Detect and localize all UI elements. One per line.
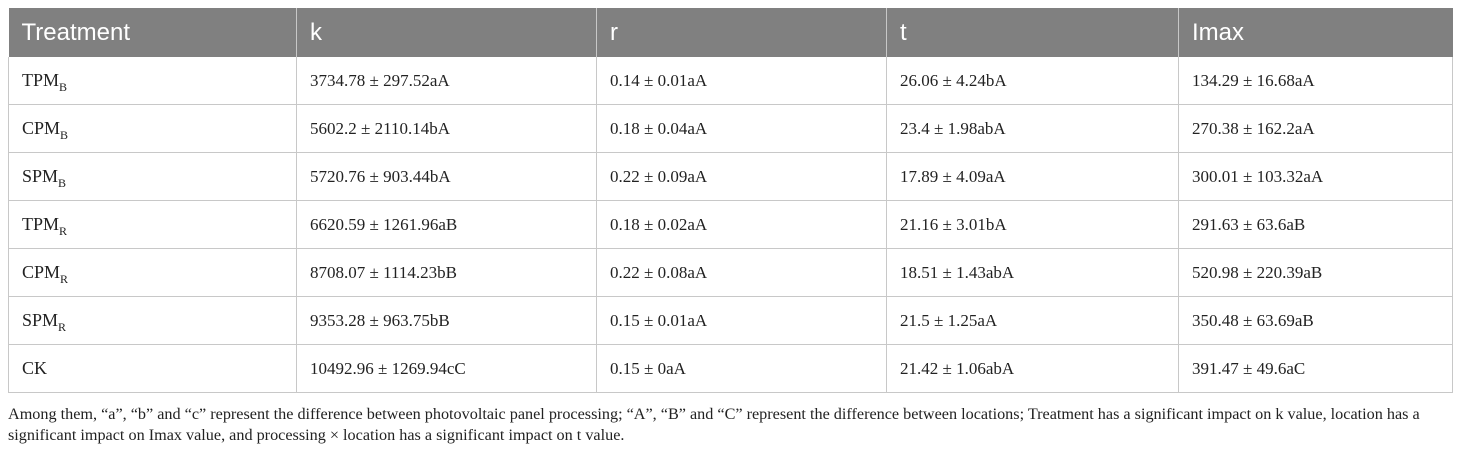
header-t: t	[886, 8, 1179, 57]
data-table: Treatment k r t Imax TPMB 3734.78 ± 297.…	[8, 8, 1453, 393]
treatment-name: CPM	[22, 118, 61, 138]
cell-treatment: CK	[8, 344, 297, 393]
table-row: CPMB 5602.2 ± 2110.14bA 0.18 ± 0.04aA 23…	[8, 104, 1453, 153]
table-row: SPMR 9353.28 ± 963.75bB 0.15 ± 0.01aA 21…	[8, 296, 1453, 345]
table-footnote: Among them, “a”, “b” and “c” represent t…	[8, 405, 1420, 444]
cell-imax: 270.38 ± 162.2aA	[1178, 104, 1453, 153]
treatment-subscript: R	[59, 224, 68, 238]
cell-t: 21.42 ± 1.06abA	[886, 344, 1179, 393]
cell-imax: 391.47 ± 49.6aC	[1178, 344, 1453, 393]
treatment-name: SPM	[22, 310, 59, 330]
cell-r: 0.14 ± 0.01aA	[596, 57, 887, 105]
cell-t: 23.4 ± 1.98abA	[886, 104, 1179, 153]
data-table-container: Treatment k r t Imax TPMB 3734.78 ± 297.…	[8, 8, 1453, 393]
cell-k: 6620.59 ± 1261.96aB	[296, 200, 597, 249]
cell-treatment: CPMB	[8, 104, 297, 153]
header-k: k	[296, 8, 597, 57]
table-row: TPMR 6620.59 ± 1261.96aB 0.18 ± 0.02aA 2…	[8, 200, 1453, 249]
cell-treatment: TPMB	[8, 57, 297, 105]
treatment-name: TPM	[22, 70, 60, 90]
table-body: TPMB 3734.78 ± 297.52aA 0.14 ± 0.01aA 26…	[8, 57, 1453, 393]
cell-r: 0.18 ± 0.02aA	[596, 200, 887, 249]
table-row: CK 10492.96 ± 1269.94cC 0.15 ± 0aA 21.42…	[8, 344, 1453, 393]
cell-r: 0.22 ± 0.08aA	[596, 248, 887, 297]
cell-k: 5602.2 ± 2110.14bA	[296, 104, 597, 153]
cell-treatment: SPMB	[8, 152, 297, 201]
cell-r: 0.15 ± 0aA	[596, 344, 887, 393]
cell-t: 21.5 ± 1.25aA	[886, 296, 1179, 345]
cell-r: 0.22 ± 0.09aA	[596, 152, 887, 201]
cell-imax: 350.48 ± 63.69aB	[1178, 296, 1453, 345]
cell-imax: 291.63 ± 63.6aB	[1178, 200, 1453, 249]
treatment-name: SPM	[22, 166, 59, 186]
cell-t: 26.06 ± 4.24bA	[886, 57, 1179, 105]
cell-t: 21.16 ± 3.01bA	[886, 200, 1179, 249]
cell-imax: 134.29 ± 16.68aA	[1178, 57, 1453, 105]
treatment-subscript: B	[58, 176, 67, 190]
cell-k: 10492.96 ± 1269.94cC	[296, 344, 597, 393]
table-row: SPMB 5720.76 ± 903.44bA 0.22 ± 0.09aA 17…	[8, 152, 1453, 201]
treatment-subscript: B	[59, 80, 68, 94]
cell-t: 18.51 ± 1.43abA	[886, 248, 1179, 297]
cell-imax: 520.98 ± 220.39aB	[1178, 248, 1453, 297]
cell-r: 0.15 ± 0.01aA	[596, 296, 887, 345]
treatment-subscript: R	[58, 320, 67, 334]
cell-t: 17.89 ± 4.09aA	[886, 152, 1179, 201]
treatment-name: CPM	[22, 262, 61, 282]
table-header: Treatment k r t Imax	[8, 8, 1453, 57]
cell-k: 5720.76 ± 903.44bA	[296, 152, 597, 201]
header-row: Treatment k r t Imax	[8, 8, 1453, 57]
table-row: CPMR 8708.07 ± 1114.23bB 0.22 ± 0.08aA 1…	[8, 248, 1453, 297]
header-treatment: Treatment	[8, 8, 297, 57]
cell-treatment: TPMR	[8, 200, 297, 249]
treatment-subscript: R	[60, 272, 69, 286]
header-r: r	[596, 8, 887, 57]
treatment-name: TPM	[22, 214, 60, 234]
header-imax: Imax	[1178, 8, 1453, 57]
cell-k: 9353.28 ± 963.75bB	[296, 296, 597, 345]
cell-k: 8708.07 ± 1114.23bB	[296, 248, 597, 297]
treatment-name: CK	[22, 358, 48, 378]
cell-treatment: CPMR	[8, 248, 297, 297]
cell-treatment: SPMR	[8, 296, 297, 345]
treatment-subscript: B	[60, 128, 69, 142]
cell-r: 0.18 ± 0.04aA	[596, 104, 887, 153]
table-row: TPMB 3734.78 ± 297.52aA 0.14 ± 0.01aA 26…	[8, 57, 1453, 105]
cell-k: 3734.78 ± 297.52aA	[296, 57, 597, 105]
cell-imax: 300.01 ± 103.32aA	[1178, 152, 1453, 201]
